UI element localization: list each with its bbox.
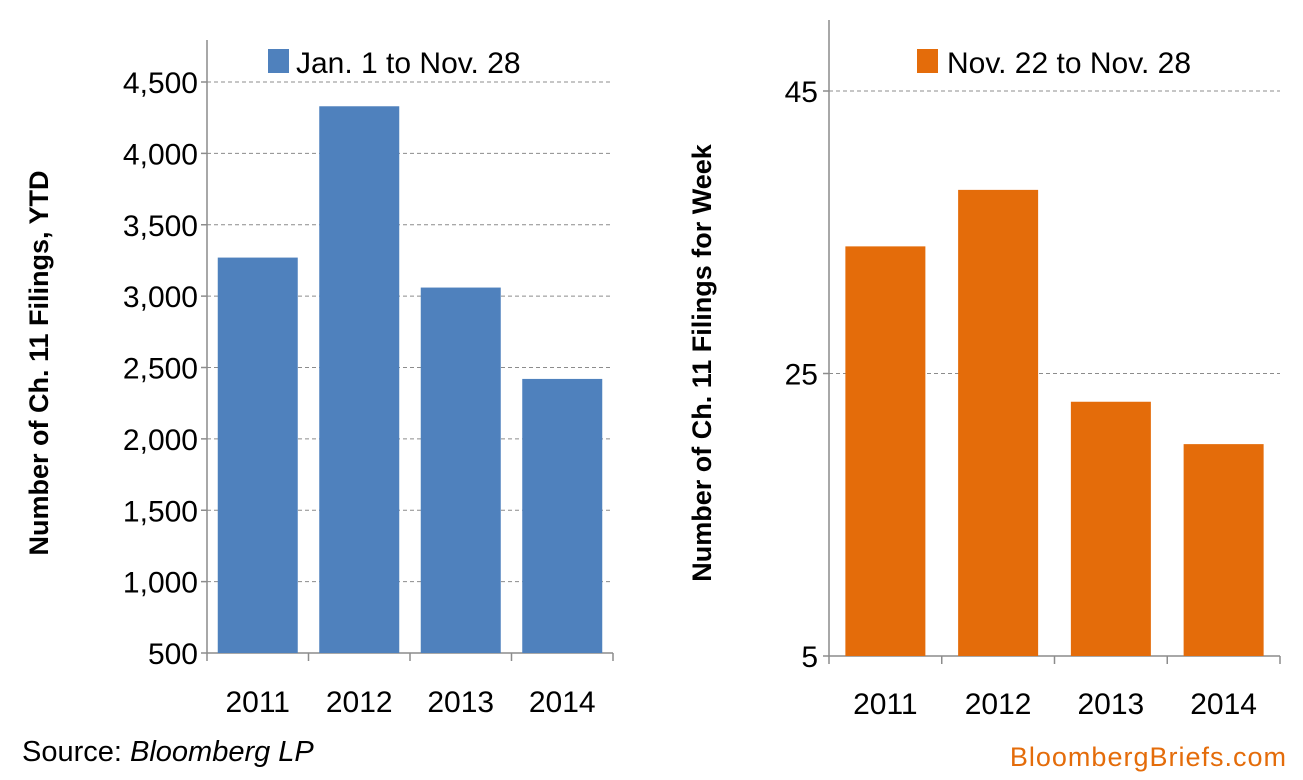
chart2-x-tick-label: 2011 — [853, 688, 918, 721]
source-note: Source: Bloomberg LP — [22, 736, 314, 769]
chart1-bar — [522, 378, 603, 653]
chart1-bar — [217, 257, 298, 653]
chart2-bar — [1070, 401, 1151, 656]
chart2-bar — [1183, 444, 1264, 656]
chart1-y-tick-label: 1,500 — [123, 495, 198, 528]
chart1-legend-swatch — [268, 49, 289, 73]
chart2-legend-swatch — [917, 49, 938, 73]
chart1-y-tick-label: 2,000 — [123, 424, 198, 457]
chart1-bar — [319, 106, 400, 653]
chart1-legend-label: Jan. 1 to Nov. 28 — [296, 47, 521, 80]
source-name: Bloomberg LP — [130, 736, 314, 768]
source-prefix: Source: — [22, 736, 130, 768]
chart2-bar — [845, 246, 926, 656]
chart1-y-tick-label: 1,000 — [123, 567, 198, 600]
chart2-x-tick-label: 2013 — [1078, 688, 1145, 721]
chart1-x-tick-label: 2012 — [326, 686, 393, 719]
chart1-y-tick-label: 4,000 — [123, 138, 198, 171]
chart1-x-tick-label: 2011 — [225, 686, 290, 719]
chart2-y-axis-title: Number of Ch. 11 Filings for Week — [687, 143, 717, 582]
chart2-y-tick-label: 5 — [801, 641, 818, 674]
brand-label: BloombergBriefs.com — [1009, 742, 1287, 772]
chart1-y-tick-label: 3,500 — [123, 210, 198, 243]
chart1-y-tick-label: 4,500 — [123, 67, 198, 100]
chart2-y-tick-label: 45 — [785, 76, 818, 109]
chart2-legend-label: Nov. 22 to Nov. 28 — [947, 47, 1191, 80]
chart1-bar — [420, 287, 501, 653]
chart1-y-tick-label: 2,500 — [123, 353, 198, 386]
chart1-y-tick-label: 500 — [148, 638, 198, 671]
chart2-y-tick-label: 25 — [785, 359, 818, 392]
chart2-x-tick-label: 2014 — [1190, 688, 1257, 721]
chart2-x-tick-label: 2012 — [965, 688, 1032, 721]
chart1-y-axis-title: Number of Ch. 11 Filings, YTD — [24, 170, 54, 555]
chart2-bar — [958, 189, 1039, 656]
chart1-y-tick-label: 3,000 — [123, 281, 198, 314]
chart1-x-tick-label: 2014 — [529, 686, 596, 719]
chart1-x-tick-label: 2013 — [427, 686, 494, 719]
